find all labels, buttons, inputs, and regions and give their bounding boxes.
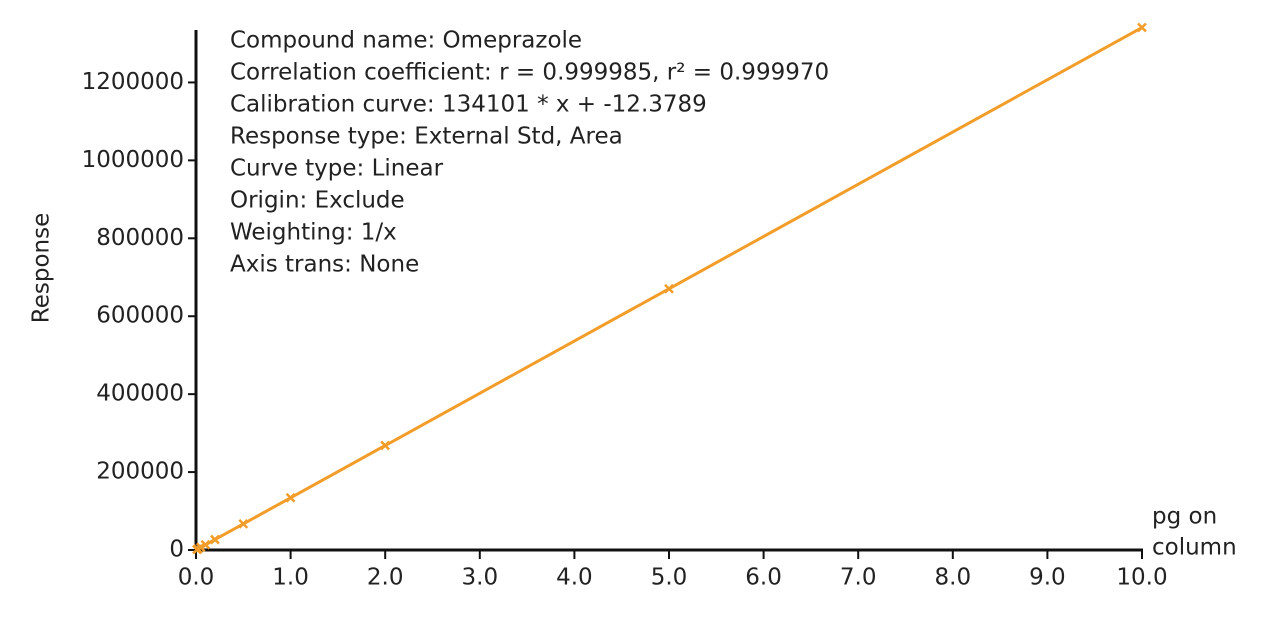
x-tick-label: 1.0 (272, 565, 309, 591)
x-tick-label: 3.0 (462, 565, 499, 591)
data-point (195, 542, 206, 553)
annotation: Curve type: Linear (230, 156, 444, 182)
annotation: Response type: External Std, Area (230, 124, 623, 150)
annotation: Axis trans: None (230, 252, 419, 278)
x-tick-label: 5.0 (651, 565, 688, 591)
x-tick-label: 7.0 (840, 565, 877, 591)
data-point (1137, 22, 1147, 33)
x-tick-label: 2.0 (367, 565, 404, 591)
y-axis-label: Response (29, 213, 55, 323)
data-point (664, 283, 674, 294)
annotation: Origin: Exclude (230, 188, 405, 214)
y-tick-label: 800000 (96, 225, 184, 251)
x-tick-label: 9.0 (1029, 565, 1066, 591)
y-tick-label: 1000000 (82, 147, 184, 173)
data-point (210, 534, 220, 545)
annotation: Correlation coefficient: r = 0.999985, r… (230, 60, 829, 86)
y-tick-label: 400000 (96, 381, 184, 407)
data-point (200, 539, 211, 550)
annotation: Compound name: Omeprazole (230, 28, 582, 54)
x-tick-label: 6.0 (745, 565, 782, 591)
x-tick-label: 8.0 (935, 565, 972, 591)
y-tick-label: 600000 (96, 303, 184, 329)
y-tick-label: 1200000 (82, 69, 184, 95)
data-point (238, 519, 249, 529)
y-tick-label: 200000 (96, 459, 184, 485)
data-point (285, 492, 296, 503)
y-tick-label: 0 (169, 537, 184, 563)
x-axis-label: column (1152, 535, 1237, 561)
x-tick-label: 4.0 (556, 565, 593, 591)
x-tick-label: 10.0 (1116, 565, 1167, 591)
annotation: Calibration curve: 134101 * x + -12.3789 (230, 92, 707, 118)
data-point (380, 440, 391, 451)
x-axis-label: pg on (1152, 504, 1217, 530)
annotation: Weighting: 1/x (230, 220, 397, 246)
x-tick-label: 0.0 (178, 565, 215, 591)
